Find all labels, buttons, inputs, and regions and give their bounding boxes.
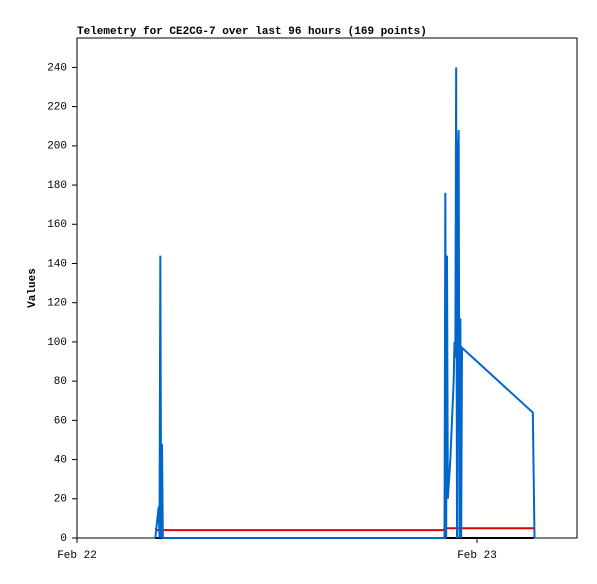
- y-axis-label: Values: [27, 268, 39, 308]
- x-tick-label: Feb 23: [457, 550, 497, 562]
- y-tick-label: 240: [47, 62, 67, 74]
- y-tick-label: 120: [47, 298, 67, 310]
- y-tick-label: 100: [47, 337, 67, 349]
- line-series: [154, 67, 536, 539]
- chart-title: Telemetry for CE2CG-7 over last 96 hours…: [77, 26, 427, 38]
- y-tick-label: 160: [47, 219, 67, 231]
- y-tick-label: 60: [54, 415, 67, 427]
- y-tick-label: 0: [60, 533, 67, 545]
- line-series: [154, 527, 534, 532]
- y-tick-label: 180: [47, 180, 67, 192]
- y-tick-label: 220: [47, 102, 67, 114]
- y-tick-label: 140: [47, 258, 67, 270]
- y-tick-label: 200: [47, 141, 67, 153]
- x-tick-label: Feb 22: [57, 550, 97, 562]
- y-tick-label: 20: [54, 494, 67, 506]
- y-tick-label: 80: [54, 376, 67, 388]
- plot-frame: [76, 37, 578, 539]
- y-tick-label: 40: [54, 454, 67, 466]
